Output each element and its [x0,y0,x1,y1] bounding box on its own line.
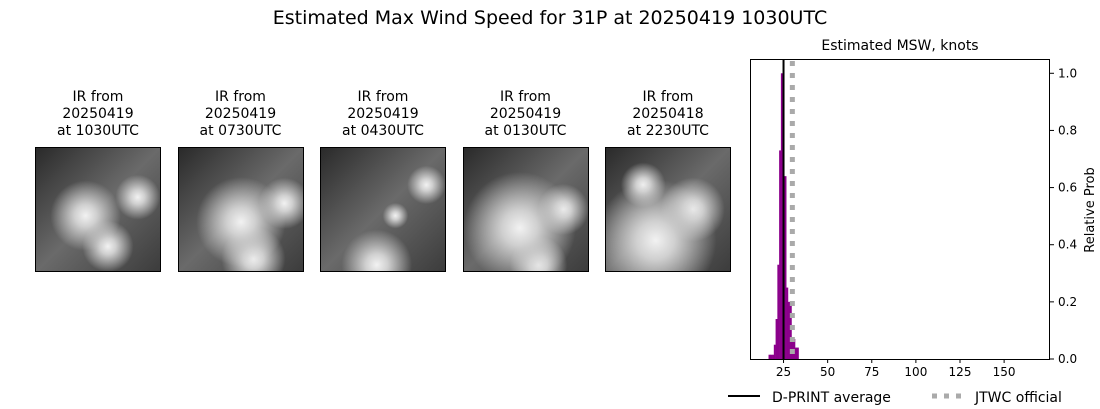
y-tick-label: 0.2 [1058,295,1077,309]
figure-title: Estimated Max Wind Speed for 31P at 2025… [272,7,828,29]
panel-caption-line: 20250419 [347,106,419,122]
x-tick-label: 25 [776,365,791,379]
histogram-bar [768,354,771,359]
y-tick-label: 0.4 [1058,238,1077,252]
panel-caption-line: 20250419 [204,106,277,122]
ir-panel: IR from 20250419 at 0430UTC [320,89,446,272]
y-tick-label: 1.0 [1058,66,1077,80]
histogram-bar [795,347,798,359]
y-tick-label: 0.0 [1058,352,1077,366]
panel-caption-line: at 1030UTC [57,123,139,139]
panel-caption-line: at 0430UTC [342,123,424,139]
legend-jtwc-label: JTWC official [974,390,1062,406]
ir-panel: IR from 20250419 at 1030UTC [35,89,161,272]
x-tick-label: 75 [864,365,879,379]
histogram-bar [775,319,778,359]
histogram-bar [780,73,783,360]
ir-satellite-image [605,147,731,272]
panel-caption-line: IR from [72,89,124,105]
x-tick-label: 150 [993,365,1016,379]
y-tick-label: 0.6 [1058,181,1077,195]
chart-title: Estimated MSW, knots [821,38,978,54]
plot-frame [750,59,1050,360]
panel-caption-line: 20250419 [489,106,562,122]
ir-panel: IR from 20250419 at 0130UTC [462,89,589,272]
panel-caption-line: at 2230UTC [627,123,709,139]
panel-caption-line: at 0730UTC [199,123,282,139]
histogram-bar [777,264,780,359]
histogram-bar [787,301,791,359]
ir-panel: IR from 20250419 at 0730UTC [177,89,304,272]
legend-dprint-label: D-PRINT average [772,390,891,406]
panel-caption-line: 20250419 [62,106,134,122]
histogram-bar [770,354,773,359]
histogram-bar [772,354,775,359]
ir-satellite-image [177,147,304,272]
histogram-bar [789,301,792,359]
panel-caption-line: 20250418 [632,106,704,122]
x-tick-label: 50 [820,365,835,379]
histogram-bar [786,287,789,359]
histogram-bar [796,347,799,359]
panel-caption-line: IR from [642,89,694,105]
x-tick-label: 125 [949,365,972,379]
y-axis-label: Relative Prob [1083,167,1098,252]
ir-satellite-image [35,147,161,272]
panel-caption-line: IR from [215,89,266,105]
ir-satellite-image [462,147,589,272]
panel-caption-line: IR from [500,89,551,105]
ir-panel: IR from 20250418 at 2230UTC [605,89,731,272]
histogram-bar [779,150,782,359]
histogram-bar [773,344,776,359]
y-tick-label: 0.8 [1058,123,1077,137]
panel-caption-line: at 0130UTC [484,123,567,139]
panel-caption-line: IR from [357,89,409,105]
ir-satellite-image [320,147,446,272]
histogram-bar [784,176,787,359]
x-tick-label: 100 [904,365,927,379]
